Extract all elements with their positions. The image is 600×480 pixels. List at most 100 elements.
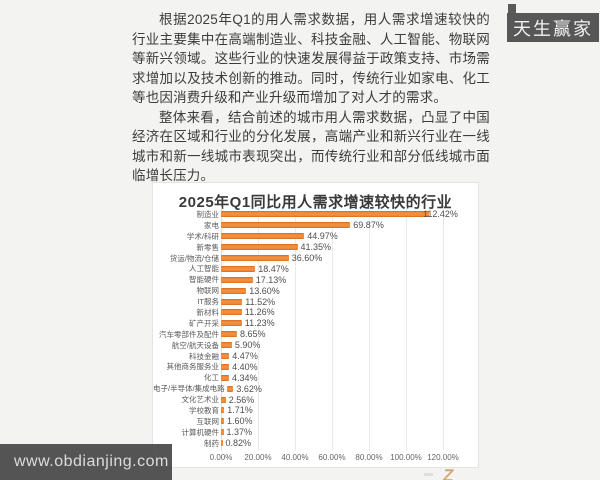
bar-row: 文化艺术业 2.56% xyxy=(153,394,478,405)
bar-category-label: 智能硬件 xyxy=(189,275,219,285)
gridline xyxy=(258,207,259,451)
bar xyxy=(221,440,223,447)
bar-category-label: 其他商务服务业 xyxy=(166,362,220,372)
bar-category-label: 物联网 xyxy=(196,286,220,296)
x-axis-tick: 120.00% xyxy=(427,453,459,462)
bar-row: 学术/科研 44.97% xyxy=(153,231,478,242)
bar-value-label: 11.52% xyxy=(245,296,276,307)
bar-row: 智能硬件 17.13% xyxy=(153,274,478,285)
chart-title: 2025年Q1同比用人需求增速较快的行业 xyxy=(178,194,453,211)
badge-corner-notch xyxy=(508,4,516,14)
x-axis-tick: 40.00% xyxy=(281,453,309,462)
bar-category-label: 新零售 xyxy=(196,242,220,252)
bar-row: 新零售 41.35% xyxy=(153,242,478,253)
bar-row: IT服务 11.52% xyxy=(153,296,478,307)
bar-row: 家电 69.87% xyxy=(153,220,478,231)
bar xyxy=(221,396,226,403)
bar-row: 计算机硬件 1.37% xyxy=(153,427,478,438)
bar xyxy=(221,407,225,414)
bar xyxy=(221,276,253,283)
bar-category-label: IT服务 xyxy=(197,297,219,307)
bar-row: 汽车零部件及配件 8.65% xyxy=(153,329,478,340)
bar-category-label: 互联网 xyxy=(196,416,220,426)
bar-value-label: 1.60% xyxy=(227,416,253,427)
bar-value-label: 1.37% xyxy=(226,427,253,438)
bar xyxy=(221,418,224,425)
bar-value-label: 2.56% xyxy=(228,394,255,405)
bar-category-label: 学校教育 xyxy=(189,405,219,415)
bar xyxy=(221,298,243,305)
x-axis-tick: 80.00% xyxy=(355,453,383,462)
bar-category-label: 制药 xyxy=(204,438,219,448)
bar-value-label: 3.62% xyxy=(236,383,262,394)
bar-category-label: 化工 xyxy=(204,373,219,383)
x-axis-tick: 0.00% xyxy=(209,453,233,462)
bar-row: 制造业 112.42% xyxy=(153,209,478,220)
bar-value-label: 8.65% xyxy=(240,329,266,340)
gridline xyxy=(295,207,296,451)
bar-value-label: 11.23% xyxy=(244,318,275,329)
bar-category-label: 汽车零部件及配件 xyxy=(159,329,219,339)
bar xyxy=(221,353,230,360)
bar-row: 矿产开采 11.23% xyxy=(153,318,478,329)
bar-value-label: 0.82% xyxy=(225,438,252,449)
bar xyxy=(221,363,230,370)
gridline xyxy=(443,207,444,451)
bar xyxy=(221,342,232,349)
bar xyxy=(221,255,289,261)
bar-value-label: 41.35% xyxy=(300,242,332,253)
bar-value-label: 112.42% xyxy=(423,209,458,220)
corner-z-mark: Z xyxy=(441,466,456,480)
bar-value-label: 17.13% xyxy=(255,274,287,285)
bar-category-label: 人工智能 xyxy=(189,264,219,274)
bar-value-label: 36.60% xyxy=(291,253,323,263)
bar-row: 电子/半导体/集成电路 3.62% xyxy=(153,383,478,394)
bar-category-label: 科技金融 xyxy=(189,351,219,361)
bar xyxy=(221,211,429,218)
bar-value-label: 13.60% xyxy=(249,285,280,296)
bar-value-label: 4.34% xyxy=(232,372,258,383)
bar-row: 物联网 13.60% xyxy=(153,285,478,296)
bar xyxy=(221,309,242,316)
bar-category-label: 航空/航天设备 xyxy=(171,340,219,350)
paragraph-2: 整体来看，结合前述的城市用人需求数据，凸显了中国经济在区域和行业的分化发展，高端… xyxy=(132,109,490,184)
bar-row: 互联网 1.60% xyxy=(153,416,478,427)
bar-category-label: 制造业 xyxy=(196,209,220,219)
brand-badge-label: 天生赢家 xyxy=(513,18,593,39)
bar-value-label: 44.97% xyxy=(307,231,338,242)
x-axis-tick: 20.00% xyxy=(244,453,272,462)
bar-row: 科技金融 4.47% xyxy=(153,351,478,362)
bar xyxy=(221,374,229,381)
bar-category-label: 货运/物流/仓储 xyxy=(169,253,219,263)
bar-value-label: 69.87% xyxy=(353,220,384,231)
bar-category-label: 文化艺术业 xyxy=(181,395,220,405)
bar-category-label: 家电 xyxy=(204,220,219,230)
chart-x-axis: 0.00% 20.00% 40.00% 60.00% 80.00% 100.00% 120.… xyxy=(153,453,478,465)
bar-row: 人工智能 18.47% xyxy=(153,263,478,274)
bar-value-label: 5.90% xyxy=(234,340,261,351)
bar-value-label: 1.71% xyxy=(227,405,253,416)
x-axis-tick: 60.00% xyxy=(318,453,346,462)
bar xyxy=(226,385,234,392)
paragraph-1: 根据2025年Q1的用人需求数据，用人需求增速较快的行业主要集中在高端制造业、科… xyxy=(132,12,490,105)
bar xyxy=(221,331,237,338)
bar-value-label: 18.47% xyxy=(258,263,289,274)
corner-dash-mark xyxy=(424,473,433,476)
bar-row: 其他商务服务业 4.40% xyxy=(153,361,478,372)
bar-row: 制药 0.82% xyxy=(153,438,478,449)
bar-row: 化工 4.34% xyxy=(153,372,478,383)
brand-badge: 天生赢家 xyxy=(507,13,599,42)
bar xyxy=(221,222,351,229)
bar-row: 学校教育 1.71% xyxy=(153,405,478,416)
bar-category-label: 学术/科研 xyxy=(186,231,219,241)
gridline xyxy=(406,207,407,451)
bar xyxy=(221,265,256,272)
bar xyxy=(221,233,305,240)
bar-row: 货运/物流/仓储 36.60% xyxy=(153,253,478,264)
bar-value-label: 4.47% xyxy=(232,351,258,362)
x-axis-tick: 100.00% xyxy=(390,453,422,462)
bar-category-label: 电子/半导体/集成电路 xyxy=(153,384,225,394)
bar-category-label: 新材料 xyxy=(196,307,220,317)
bar-row: 航空/航天设备 5.90% xyxy=(153,340,478,351)
